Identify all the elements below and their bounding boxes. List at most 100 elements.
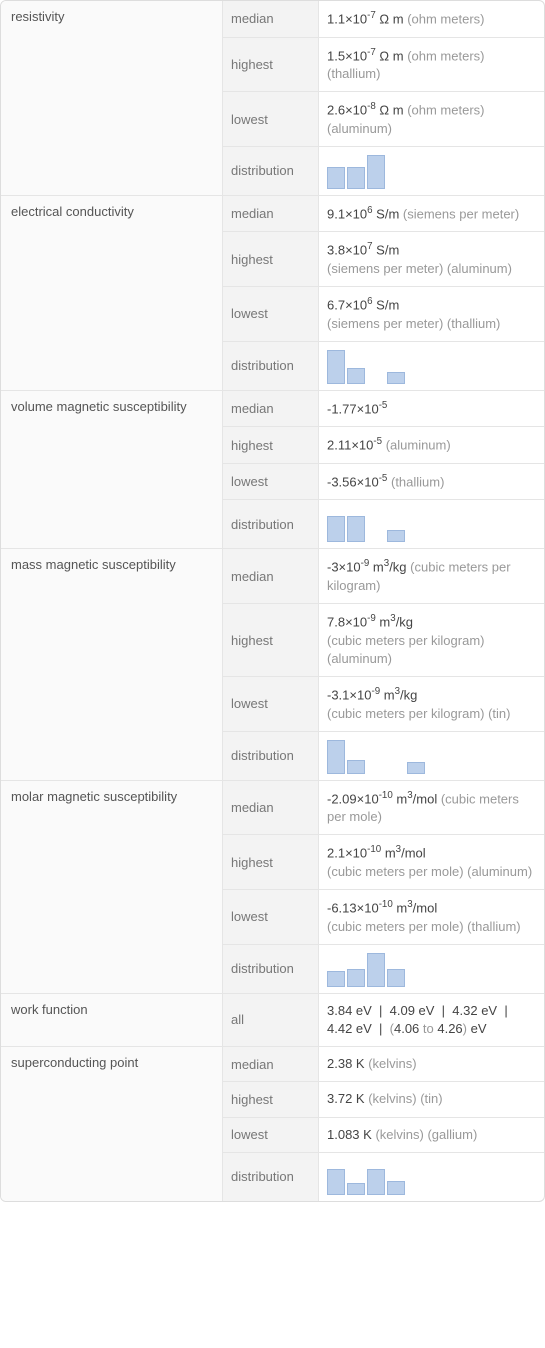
property-name: molar magnetic susceptibility [1,781,223,993]
distribution-bar [327,740,345,774]
property-subrows: median-1.77×10-5highest2.11×10-5 (alumin… [223,391,544,549]
property-subrows: median-2.09×10-10 m3/mol (cubic meters p… [223,781,544,993]
sub-row: median-1.77×10-5 [223,391,544,428]
distribution-chart [319,342,413,390]
property-row: volume magnetic susceptibilitymedian-1.7… [1,391,544,550]
sub-row: highest2.11×10-5 (aluminum) [223,427,544,464]
sub-value: 3.72 K (kelvins) (tin) [319,1082,544,1116]
sub-label: median [223,196,319,232]
property-subrows: median2.38 K (kelvins)highest3.72 K (kel… [223,1047,544,1201]
distribution-bar [347,368,365,384]
sub-label: distribution [223,500,319,548]
sub-label: median [223,1047,319,1081]
sub-row: median1.1×10-7 Ω m (ohm meters) [223,1,544,38]
sub-row: lowest6.7×106 S/m(siemens per meter) (th… [223,287,544,342]
sub-label: median [223,549,319,603]
sub-row: highest3.72 K (kelvins) (tin) [223,1082,544,1117]
sub-label: lowest [223,1118,319,1152]
sub-value: -6.13×10-10 m3/mol(cubic meters per mole… [319,890,544,944]
distribution-bar [327,1169,345,1195]
sub-label: distribution [223,342,319,390]
distribution-chart [319,732,433,780]
sub-value: 3.8×107 S/m(siemens per meter) (aluminum… [319,232,544,286]
property-name: electrical conductivity [1,196,223,390]
sub-label: lowest [223,677,319,731]
sub-value: -3×10-9 m3/kg (cubic meters per kilogram… [319,549,544,603]
distribution-bar [407,762,425,774]
sub-row: lowest2.6×10-8 Ω m (ohm meters) (aluminu… [223,92,544,147]
sub-value: 2.38 K (kelvins) [319,1047,544,1081]
distribution-bar [347,760,365,774]
sub-value: 2.6×10-8 Ω m (ohm meters) (aluminum) [319,92,544,146]
sub-label: highest [223,427,319,463]
sub-row: distribution [223,1153,544,1201]
sub-value: -3.1×10-9 m3/kg(cubic meters per kilogra… [319,677,544,731]
sub-row: median-2.09×10-10 m3/mol (cubic meters p… [223,781,544,836]
sub-row: highest2.1×10-10 m3/mol(cubic meters per… [223,835,544,890]
distribution-bar [387,969,405,987]
sub-label: highest [223,232,319,286]
property-name: resistivity [1,1,223,195]
sub-value: -2.09×10-10 m3/mol (cubic meters per mol… [319,781,544,835]
distribution-bar [367,155,385,189]
sub-label: highest [223,835,319,889]
distribution-bar [347,516,365,542]
property-subrows: median1.1×10-7 Ω m (ohm meters)highest1.… [223,1,544,195]
sub-row: highest7.8×10-9 m3/kg(cubic meters per k… [223,604,544,677]
property-row: resistivitymedian1.1×10-7 Ω m (ohm meter… [1,1,544,196]
property-name: volume magnetic susceptibility [1,391,223,549]
property-name: work function [1,994,223,1046]
sub-row: distribution [223,147,544,195]
distribution-bar [347,167,365,189]
sub-label: highest [223,1082,319,1116]
distribution-bar [387,1181,405,1195]
distribution-chart [319,945,413,993]
sub-label: distribution [223,147,319,195]
distribution-bar [347,1183,365,1195]
sub-label: lowest [223,464,319,500]
distribution-chart [319,500,413,548]
distribution-bar [327,971,345,987]
distribution-bar [327,350,345,384]
sub-row: lowest-3.56×10-5 (thallium) [223,464,544,501]
sub-value: 7.8×10-9 m3/kg(cubic meters per kilogram… [319,604,544,676]
distribution-bar [327,167,345,189]
sub-row: lowest1.083 K (kelvins) (gallium) [223,1118,544,1153]
distribution-chart [319,147,393,195]
sub-row: distribution [223,342,544,390]
sub-value: 1.083 K (kelvins) (gallium) [319,1118,544,1152]
sub-label: lowest [223,890,319,944]
sub-label: distribution [223,732,319,780]
sub-value: 1.5×10-7 Ω m (ohm meters) (thallium) [319,38,544,92]
sub-value: 6.7×106 S/m(siemens per meter) (thallium… [319,287,544,341]
sub-row: median2.38 K (kelvins) [223,1047,544,1082]
property-subrows: median9.1×106 S/m (siemens per meter)hig… [223,196,544,390]
sub-value: 1.1×10-7 Ω m (ohm meters) [319,1,544,37]
property-name: superconducting point [1,1047,223,1201]
sub-value: 9.1×106 S/m (siemens per meter) [319,196,544,232]
distribution-bar [387,530,405,542]
property-row: superconducting pointmedian2.38 K (kelvi… [1,1047,544,1201]
distribution-bar [327,516,345,542]
sub-label: median [223,781,319,835]
sub-value: 2.11×10-5 (aluminum) [319,427,544,463]
sub-label: lowest [223,287,319,341]
sub-label: median [223,391,319,427]
sub-label: highest [223,38,319,92]
sub-label: median [223,1,319,37]
distribution-bar [367,1169,385,1195]
sub-row: median9.1×106 S/m (siemens per meter) [223,196,544,233]
sub-row: all3.84 eV | 4.09 eV | 4.32 eV | 4.42 eV… [223,994,544,1046]
distribution-bar [387,372,405,384]
sub-row: highest3.8×107 S/m(siemens per meter) (a… [223,232,544,287]
property-row: work functionall3.84 eV | 4.09 eV | 4.32… [1,994,544,1047]
distribution-bar [347,969,365,987]
sub-label: lowest [223,92,319,146]
sub-row: lowest-3.1×10-9 m3/kg(cubic meters per k… [223,677,544,732]
property-subrows: median-3×10-9 m3/kg (cubic meters per ki… [223,549,544,779]
sub-label: highest [223,604,319,676]
sub-row: highest1.5×10-7 Ω m (ohm meters) (thalli… [223,38,544,93]
sub-value: -1.77×10-5 [319,391,544,427]
sub-label: distribution [223,945,319,993]
sub-row: distribution [223,945,544,993]
